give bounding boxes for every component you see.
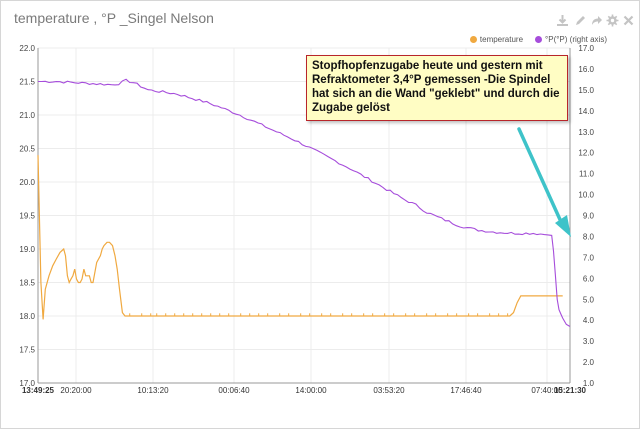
legend-item-plato[interactable]: °P(°P) (right axis): [535, 35, 607, 44]
y-left-tick-label: 20.5: [19, 145, 35, 154]
y-right-tick-label: 8.0: [583, 232, 595, 241]
y-right-tick-label: 10.0: [578, 191, 594, 200]
download-icon[interactable]: [556, 14, 569, 27]
series-line-temperature: [37, 155, 563, 320]
y-left-tick-label: 22.0: [19, 44, 35, 53]
y-left-tick-label: 17.5: [19, 346, 35, 355]
y-left-tick-label: 21.0: [19, 111, 35, 120]
x-tick-label: 15:21:30: [554, 386, 587, 395]
y-left-tick-label: 20.0: [19, 178, 35, 187]
y-right-tick-label: 13.0: [578, 128, 594, 137]
annotation-arrow-shaft: [517, 127, 564, 226]
share-icon[interactable]: [590, 14, 603, 27]
pencil-icon[interactable]: [574, 14, 587, 27]
legend-marker-plato: [535, 36, 543, 43]
y-right-tick-label: 17.0: [578, 44, 594, 53]
chart-legend: temperature °P(°P) (right axis): [469, 35, 607, 44]
y-right-tick-label: 6.0: [583, 274, 595, 283]
y-right-tick-label: 16.0: [578, 65, 594, 74]
x-tick-label: 10:13:20: [137, 386, 169, 395]
chart-title: temperature , °P _Singel Nelson: [14, 10, 214, 26]
y-right-tick-label: 14.0: [578, 107, 594, 116]
y-right-tick-label: 2.0: [583, 358, 595, 367]
y-left-tick-label: 19.0: [19, 245, 35, 254]
y-left-tick-label: 17.0: [19, 379, 35, 388]
y-left-tick-label: 21.5: [19, 78, 35, 87]
x-tick-label: 17:46:40: [450, 386, 482, 395]
y-right-tick-label: 1.0: [583, 379, 595, 388]
annotation-note: Stopfhopfenzugabe heute und gestern mit …: [306, 55, 568, 121]
legend-label-plato: °P(°P) (right axis): [545, 35, 607, 44]
y-right-tick-label: 11.0: [579, 170, 595, 179]
y-left-tick-label: 18.5: [19, 279, 35, 288]
x-tick-label: 20:20:00: [60, 386, 92, 395]
y-right-tick-label: 3.0: [583, 337, 595, 346]
x-tick-label: 07:40:00: [531, 386, 563, 395]
annotation-arrow-head: [555, 215, 571, 237]
y-right-tick-label: 7.0: [583, 253, 595, 262]
x-tick-label: 00:06:40: [218, 386, 250, 395]
y-right-tick-label: 12.0: [578, 149, 594, 158]
series-line-plato: [38, 78, 571, 327]
y-right-tick-label: 15.0: [578, 86, 594, 95]
y-right-tick-label: 5.0: [583, 295, 595, 304]
y-left-tick-label: 19.5: [19, 212, 35, 221]
x-tick-label: 13:49:25: [22, 386, 55, 395]
x-tick-label: 14:00:00: [295, 386, 327, 395]
y-left-tick-label: 18.0: [19, 312, 35, 321]
x-tick-label: 03:53:20: [373, 386, 405, 395]
legend-item-temperature[interactable]: temperature: [469, 35, 524, 44]
y-right-tick-label: 9.0: [583, 212, 595, 221]
y-right-tick-label: 4.0: [583, 316, 595, 325]
legend-label-temperature: temperature: [479, 35, 524, 44]
close-icon[interactable]: [622, 14, 635, 27]
gear-icon[interactable]: [606, 14, 619, 27]
legend-marker-temperature: [469, 36, 477, 43]
